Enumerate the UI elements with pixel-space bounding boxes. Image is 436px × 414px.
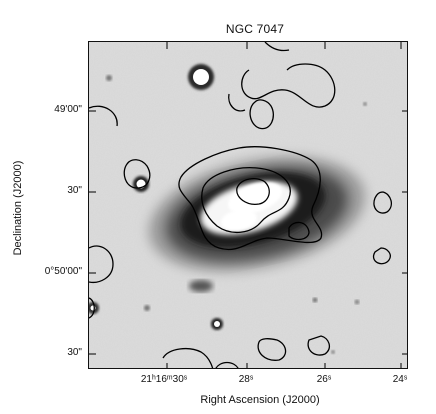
x-tick-label: 24ˢ [392, 374, 408, 385]
image-frame [88, 41, 408, 369]
y-axis-label: Declination (J2000) [12, 160, 24, 256]
galaxy-ngc7047 [148, 156, 366, 272]
y-tick-label: 49'00" [54, 104, 82, 115]
y-tick-label: 0°50'00" [44, 266, 82, 277]
x-tick-label: 21ʰ16ᵐ30ˢ [140, 374, 188, 385]
x-tick-label: 26ˢ [316, 374, 332, 385]
y-tick-label: 30" [67, 185, 82, 196]
x-tick-label: 28ˢ [238, 374, 254, 385]
x-axis-label: Right Ascension (J2000) [200, 394, 320, 406]
axis-ticks [89, 42, 407, 368]
figure-title: NGC 7047 [225, 22, 285, 36]
sky-image [89, 42, 407, 368]
y-tick-label: 30" [67, 347, 82, 358]
field-stars [89, 64, 367, 354]
radio-contours [89, 42, 393, 368]
